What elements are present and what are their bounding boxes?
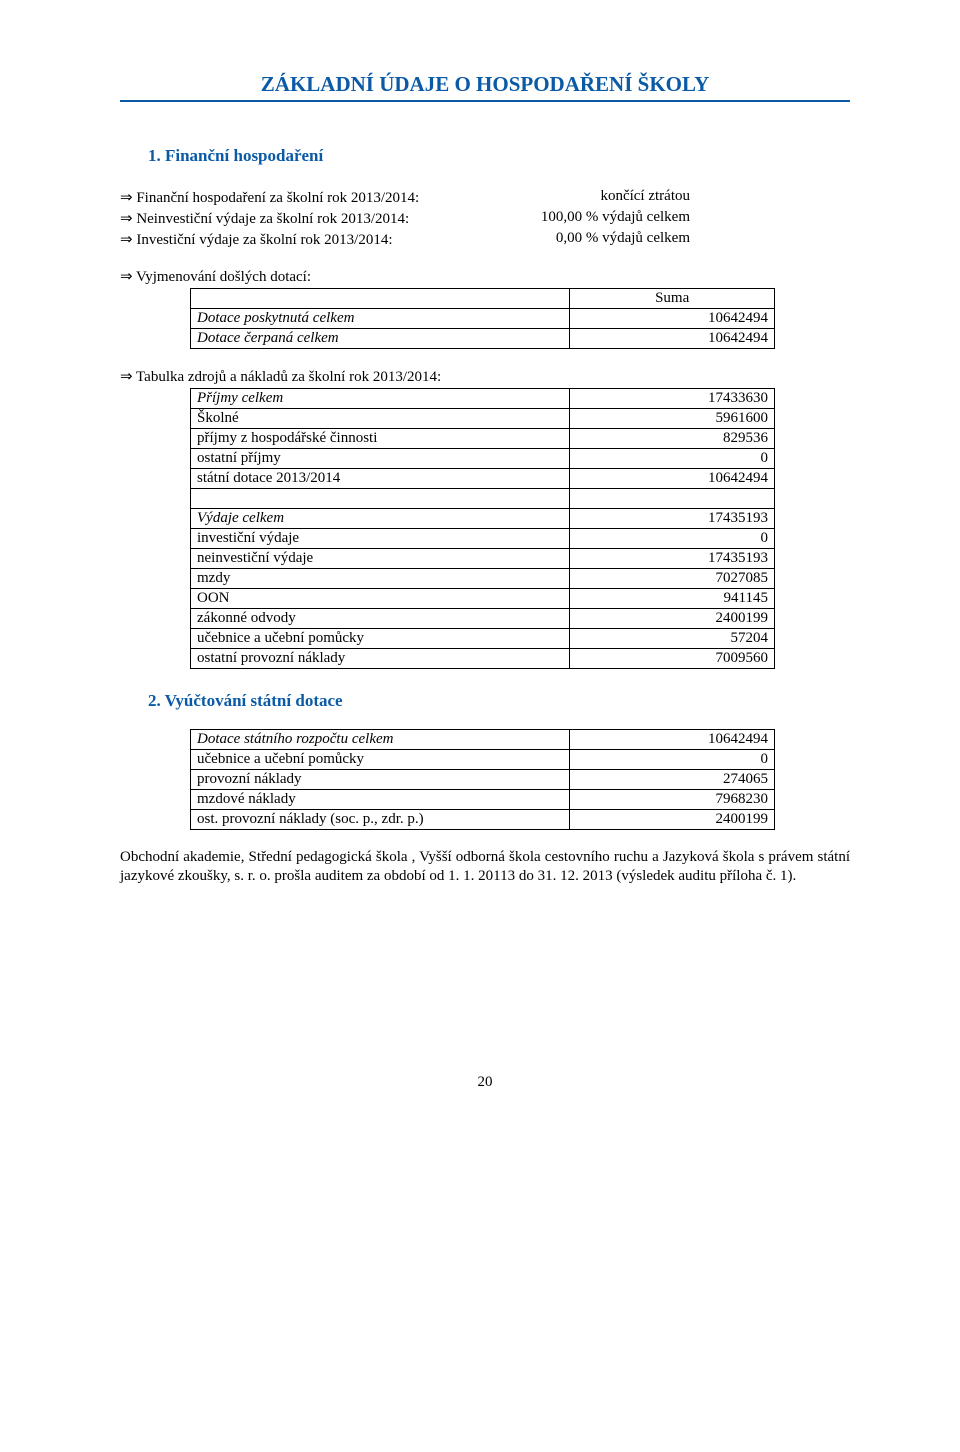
cell-label: Dotace čerpaná celkem (191, 329, 570, 349)
statement-label: ⇒ Finanční hospodaření za školní rok 201… (120, 188, 419, 207)
cell-value: 17435193 (570, 509, 775, 529)
cell-label: mzdy (191, 569, 570, 589)
dotace-statni-table: Dotace státního rozpočtu celkem 10642494… (190, 729, 775, 830)
header-cell-empty (191, 289, 570, 309)
cell-value: 0 (570, 750, 775, 770)
cell-label: Dotace poskytnutá celkem (191, 309, 570, 329)
cell-label: ost. provozní náklady (soc. p., zdr. p.) (191, 810, 570, 830)
table-row: učebnice a učební pomůcky 57204 (191, 629, 775, 649)
table-row: provozní náklady 274065 (191, 770, 775, 790)
table-row: ost. provozní náklady (soc. p., zdr. p.)… (191, 810, 775, 830)
statement-value: končící ztrátou (600, 188, 850, 207)
header-cell-suma: Suma (570, 289, 775, 309)
section-1-heading: 1. Finanční hospodaření (120, 146, 850, 166)
zdroje-leadin: ⇒ Tabulka zdrojů a nákladů za školní rok… (120, 367, 850, 386)
cell-value: 10642494 (570, 730, 775, 750)
statement-label: ⇒ Investiční výdaje za školní rok 2013/2… (120, 230, 393, 249)
cell-label: učebnice a učební pomůcky (191, 750, 570, 770)
cell-label: OON (191, 589, 570, 609)
cell-label: ostatní provozní náklady (191, 649, 570, 669)
table-row: Dotace státního rozpočtu celkem 10642494 (191, 730, 775, 750)
zdroje-table: Příjmy celkem 17433630 Školné 5961600 př… (190, 388, 775, 669)
cell-label: Dotace státního rozpočtu celkem (191, 730, 570, 750)
cell-value: 10642494 (570, 329, 775, 349)
statement-row: ⇒ Finanční hospodaření za školní rok 201… (120, 188, 850, 207)
table-row: Výdaje celkem 17435193 (191, 509, 775, 529)
cell-label: zákonné odvody (191, 609, 570, 629)
table-row: příjmy z hospodářské činnosti 829536 (191, 429, 775, 449)
cell-value: 10642494 (570, 309, 775, 329)
cell-value: 10642494 (570, 469, 775, 489)
cell-value: 7027085 (570, 569, 775, 589)
cell-label: Výdaje celkem (191, 509, 570, 529)
table-row: Příjmy celkem 17433630 (191, 389, 775, 409)
cell-value: 5961600 (570, 409, 775, 429)
table-row: Dotace poskytnutá celkem 10642494 (191, 309, 775, 329)
cell-value: 7968230 (570, 790, 775, 810)
table-row: OON 941145 (191, 589, 775, 609)
cell-value: 0 (570, 449, 775, 469)
table-row: ostatní provozní náklady 7009560 (191, 649, 775, 669)
cell-value: 7009560 (570, 649, 775, 669)
cell-label: mzdové náklady (191, 790, 570, 810)
table-row: mzdy 7027085 (191, 569, 775, 589)
statement-value: 100,00 % výdajů celkem (541, 209, 850, 228)
cell-label: příjmy z hospodářské činnosti (191, 429, 570, 449)
cell-label: státní dotace 2013/2014 (191, 469, 570, 489)
cell-value: 17435193 (570, 549, 775, 569)
cell-value: 941145 (570, 589, 775, 609)
statement-row: ⇒ Investiční výdaje za školní rok 2013/2… (120, 230, 850, 249)
cell-value: 829536 (570, 429, 775, 449)
cell-empty (570, 489, 775, 509)
cell-label: provozní náklady (191, 770, 570, 790)
dotace-leadin: ⇒ Vyjmenování došlých dotací: (120, 267, 850, 286)
statement-label: ⇒ Neinvestiční výdaje za školní rok 2013… (120, 209, 409, 228)
page-number: 20 (120, 1074, 850, 1091)
cell-label: investiční výdaje (191, 529, 570, 549)
table-row: učebnice a učební pomůcky 0 (191, 750, 775, 770)
table-row: neinvestiční výdaje 17435193 (191, 549, 775, 569)
statement-row: ⇒ Neinvestiční výdaje za školní rok 2013… (120, 209, 850, 228)
cell-value: 2400199 (570, 810, 775, 830)
cell-value: 17433630 (570, 389, 775, 409)
page-title: ZÁKLADNÍ ÚDAJE O HOSPODAŘENÍ ŠKOLY (120, 72, 850, 102)
cell-value: 57204 (570, 629, 775, 649)
table-row: ostatní příjmy 0 (191, 449, 775, 469)
footer-paragraph: Obchodní akademie, Střední pedagogická š… (120, 848, 850, 886)
statement-value: 0,00 % výdajů celkem (556, 230, 850, 249)
table-row-empty (191, 489, 775, 509)
table-row: státní dotace 2013/2014 10642494 (191, 469, 775, 489)
table-row: Suma (191, 289, 775, 309)
table-row: Dotace čerpaná celkem 10642494 (191, 329, 775, 349)
cell-value: 2400199 (570, 609, 775, 629)
cell-label: Školné (191, 409, 570, 429)
cell-value: 0 (570, 529, 775, 549)
cell-label: neinvestiční výdaje (191, 549, 570, 569)
cell-value: 274065 (570, 770, 775, 790)
cell-label: učebnice a učební pomůcky (191, 629, 570, 649)
table-row: mzdové náklady 7968230 (191, 790, 775, 810)
table-row: investiční výdaje 0 (191, 529, 775, 549)
dotace-table: Suma Dotace poskytnutá celkem 10642494 D… (190, 288, 775, 349)
cell-label: Příjmy celkem (191, 389, 570, 409)
section-2-heading: 2. Vyúčtování státní dotace (120, 691, 850, 711)
table-row: zákonné odvody 2400199 (191, 609, 775, 629)
cell-empty (191, 489, 570, 509)
table-row: Školné 5961600 (191, 409, 775, 429)
cell-label: ostatní příjmy (191, 449, 570, 469)
